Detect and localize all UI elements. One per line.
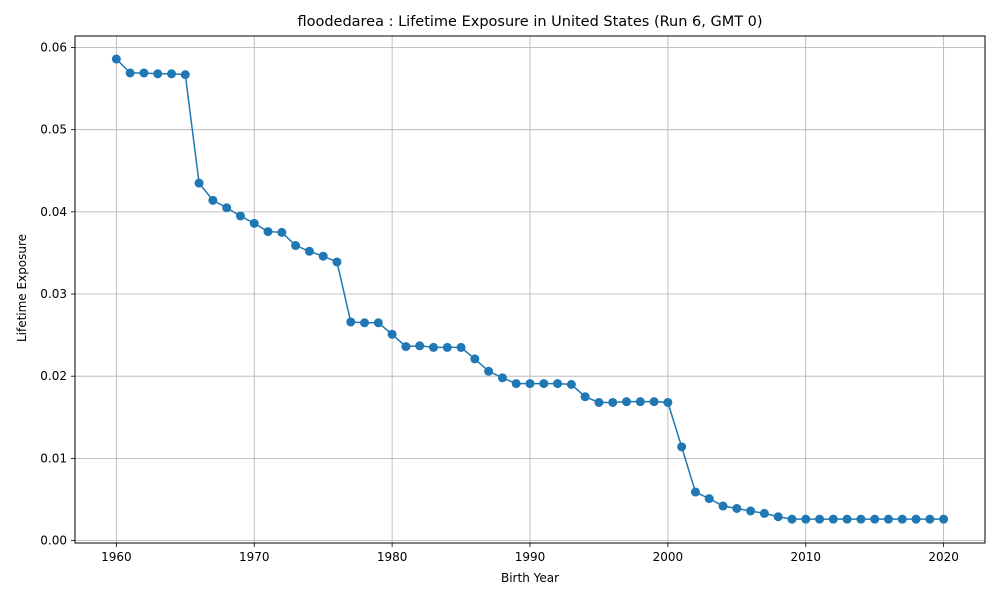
- data-point: [153, 69, 163, 79]
- y-tick-label: 0.04: [40, 205, 67, 219]
- data-point: [815, 514, 825, 524]
- data-point: [318, 251, 328, 261]
- data-point: [594, 397, 604, 407]
- x-tick-label: 1990: [515, 550, 546, 564]
- data-point: [180, 70, 190, 80]
- data-point: [484, 366, 494, 376]
- data-point: [511, 379, 521, 389]
- x-tick-label: 2000: [653, 550, 684, 564]
- data-point: [801, 514, 811, 524]
- data-point: [677, 442, 687, 452]
- data-point: [291, 241, 301, 251]
- x-tick-label: 2010: [790, 550, 821, 564]
- data-point: [773, 512, 783, 522]
- data-point: [635, 397, 645, 407]
- data-point: [622, 397, 632, 407]
- data-point: [649, 397, 659, 407]
- x-tick-label: 1960: [101, 550, 132, 564]
- y-axis-ticks: 0.00 0.01 0.02 0.03 0.04 0.05 0.06: [40, 41, 75, 548]
- data-point: [304, 246, 314, 256]
- data-point: [263, 227, 273, 237]
- data-point: [373, 318, 383, 328]
- data-point: [553, 379, 563, 389]
- data-point: [704, 494, 714, 504]
- data-point: [346, 317, 356, 327]
- data-point: [497, 373, 507, 383]
- data-point: [911, 514, 921, 524]
- x-tick-label: 1970: [239, 550, 270, 564]
- x-tick-label: 2020: [928, 550, 959, 564]
- data-point: [663, 397, 673, 407]
- data-point: [718, 501, 728, 511]
- grid: [75, 36, 985, 543]
- data-point: [125, 68, 135, 78]
- data-point: [456, 342, 466, 352]
- data-point: [332, 257, 342, 267]
- data-point: [249, 218, 259, 228]
- data-point: [360, 318, 370, 328]
- data-point: [539, 379, 549, 389]
- y-tick-label: 0.01: [40, 451, 67, 465]
- data-point: [222, 203, 232, 213]
- y-axis-label: Lifetime Exposure: [15, 234, 29, 342]
- data-point: [401, 342, 411, 352]
- data-point: [883, 514, 893, 524]
- data-point: [897, 514, 907, 524]
- series-layer: [111, 54, 949, 524]
- data-point: [732, 503, 742, 513]
- data-point: [470, 354, 480, 364]
- data-point: [759, 508, 769, 518]
- data-point: [580, 392, 590, 402]
- data-point: [428, 342, 438, 352]
- data-point: [856, 514, 866, 524]
- data-point: [525, 379, 535, 389]
- data-point: [111, 54, 121, 64]
- data-point: [442, 342, 452, 352]
- data-point: [208, 195, 218, 205]
- chart-title: floodedarea : Lifetime Exposure in Unite…: [297, 14, 762, 30]
- data-point: [746, 506, 756, 516]
- data-point: [194, 178, 204, 188]
- y-tick-label: 0.05: [40, 123, 67, 137]
- x-axis-label: Birth Year: [501, 571, 559, 585]
- y-tick-label: 0.06: [40, 41, 67, 55]
- x-tick-label: 1980: [377, 550, 408, 564]
- data-point: [828, 514, 838, 524]
- y-tick-label: 0.00: [40, 534, 67, 548]
- data-point: [608, 397, 618, 407]
- data-point: [939, 514, 949, 524]
- data-point: [167, 69, 177, 79]
- data-point: [415, 341, 425, 351]
- data-point: [787, 514, 797, 524]
- data-point: [925, 514, 935, 524]
- data-point: [690, 487, 700, 497]
- data-point: [842, 514, 852, 524]
- y-tick-label: 0.02: [40, 369, 67, 383]
- data-point: [235, 211, 245, 221]
- data-point: [277, 227, 287, 237]
- data-point: [870, 514, 880, 524]
- y-tick-label: 0.03: [40, 287, 67, 301]
- data-point: [387, 329, 397, 339]
- data-point: [139, 68, 149, 78]
- data-point: [566, 379, 576, 389]
- x-axis-ticks: 1960 1970 1980 1990 2000 2010 2020: [101, 543, 959, 564]
